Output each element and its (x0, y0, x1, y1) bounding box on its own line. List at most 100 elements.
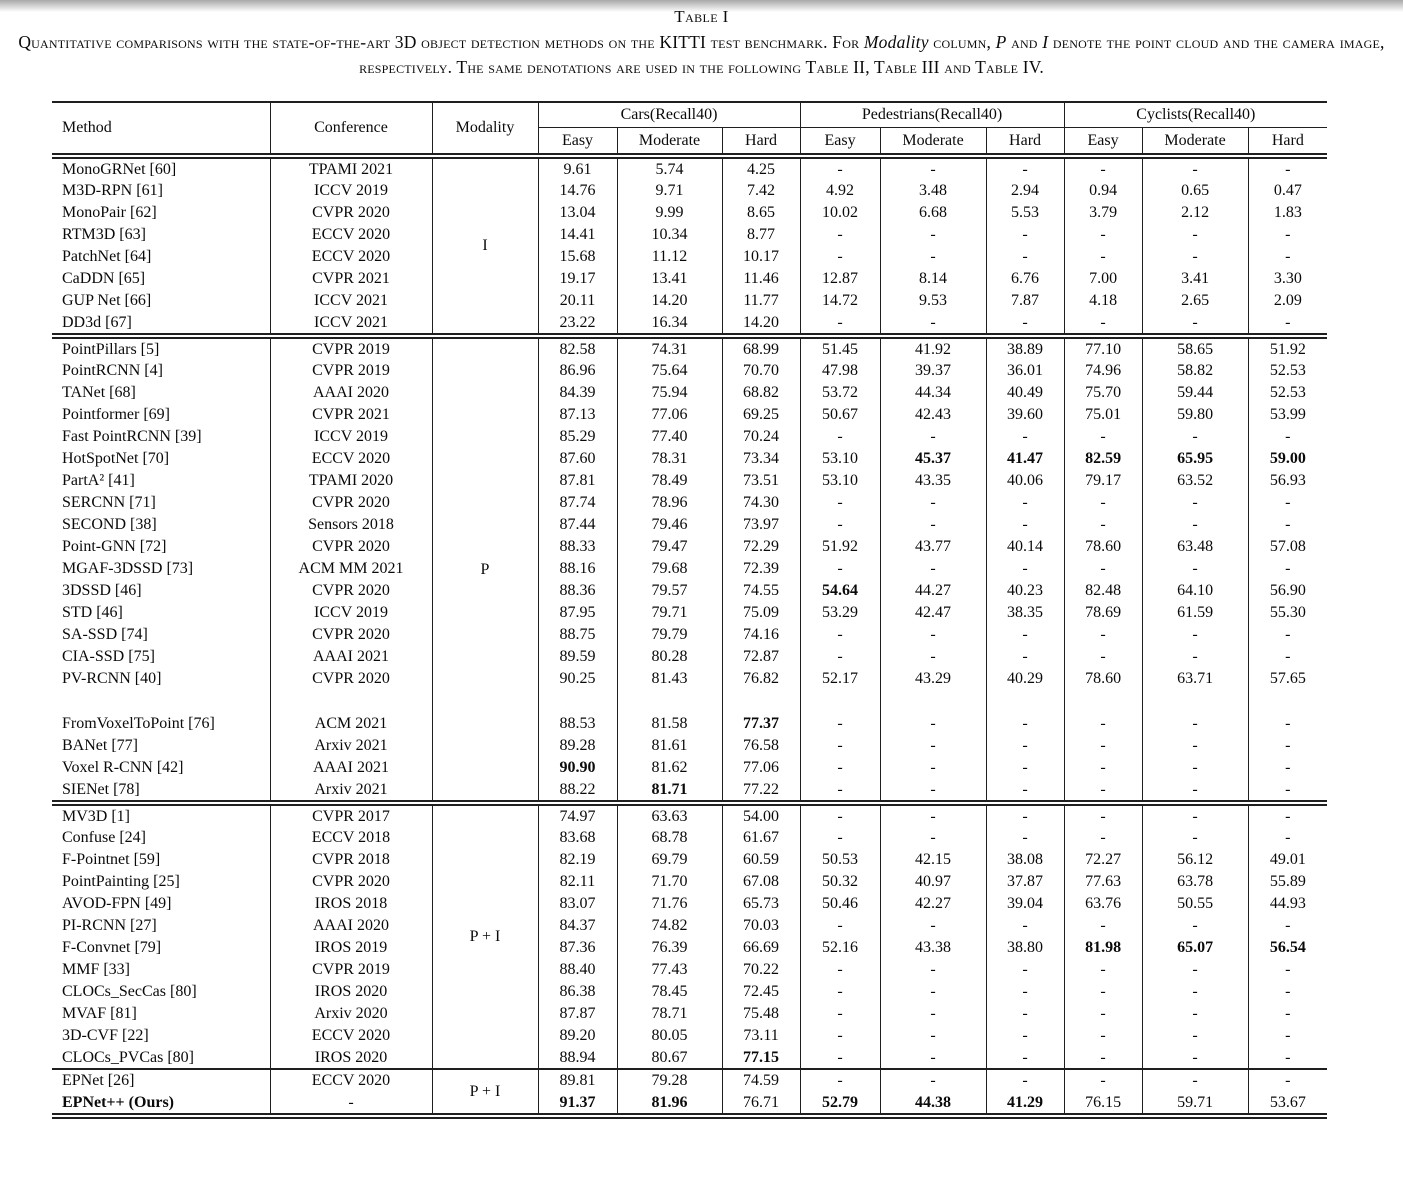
value-cell: - (799, 558, 881, 580)
method-cell: SIENet [78] (62, 780, 140, 798)
value-cell: - (1247, 735, 1328, 757)
table-row: FromVoxelToPoint [76] ACM 2021 88.53 81.58 7… (52, 713, 1328, 735)
value-cell: - (1247, 514, 1328, 536)
conference-cell: CVPR 2019 (269, 360, 432, 382)
method-cell: MGAF-3DSSD [73] (62, 560, 194, 577)
conference-cell: CVPR 2020 (269, 536, 432, 558)
rule-line (52, 800, 1328, 806)
rule-line (52, 1113, 1328, 1119)
value-cell: 66.69 (721, 937, 801, 959)
table-row: SERCNN [71] CVPR 2020 87.74 78.96 74.30- - - - -… (52, 492, 1328, 514)
value-cell: 82.48 (1063, 580, 1143, 602)
value-cell: 39.60 (985, 404, 1065, 426)
value-cell: 78.49 (616, 470, 722, 492)
value-cell: 70.24 (721, 426, 801, 448)
value-cell: - (799, 224, 881, 246)
value-cell: - (1063, 514, 1143, 536)
table-row: CLOCs_PVCas [80] IROS 2020 88.94 80.67 77.15… (52, 1047, 1328, 1069)
value-cell: 86.96 (537, 360, 617, 382)
table-row: Voxel R-CNN [42] AAAI 2021 90.90 81.62 77.06… (52, 757, 1328, 779)
value-cell: - (1063, 492, 1143, 514)
value-cell: 2.09 (1247, 290, 1328, 312)
value-cell: - (1247, 246, 1328, 268)
value-cell: 49.01 (1247, 849, 1328, 871)
value-cell: - (1141, 558, 1249, 580)
value-cell: 84.39 (537, 382, 617, 404)
conference-cell: CVPR 2020 (269, 492, 432, 514)
value-cell: 3.48 (879, 180, 987, 202)
value-cell: 88.16 (537, 558, 617, 580)
value-cell: 78.69 (1063, 602, 1143, 624)
value-cell: 80.05 (616, 1025, 722, 1047)
value-cell: 42.27 (879, 893, 987, 915)
conference-cell: - (269, 1092, 432, 1114)
method-cell: MonoGRNet [60] (62, 160, 177, 178)
value-cell: 52.17 (799, 668, 881, 690)
value-cell: 11.46 (721, 268, 801, 290)
table-row: EPNet [26] ECCV 2020 P + I 89.81 79.28 74.59-… (52, 1070, 1328, 1114)
value-cell: 70.22 (721, 959, 801, 981)
method-cell: SERCNN [71] (62, 494, 156, 511)
value-cell: - (985, 735, 1065, 757)
sub-header-cyc-moderate: Moderate (1141, 127, 1249, 154)
value-cell: 77.10 (1063, 338, 1143, 360)
value-cell: 59.00 (1247, 448, 1328, 470)
value-cell: 76.71 (721, 1092, 801, 1114)
value-cell: 86.38 (537, 981, 617, 1003)
value-cell: - (799, 757, 881, 779)
value-cell: - (985, 915, 1065, 937)
value-cell: - (1063, 224, 1143, 246)
value-cell: 73.97 (721, 514, 801, 536)
value-cell: 72.29 (721, 536, 801, 558)
value-cell: - (1063, 981, 1143, 1003)
value-cell: - (1141, 224, 1249, 246)
method-cell: PI-RCNN [27] (62, 917, 157, 934)
value-cell: - (1247, 492, 1328, 514)
value-cell: 90.25 (537, 668, 617, 690)
spacer-cell (1063, 690, 1143, 713)
value-cell: 59.80 (1141, 404, 1249, 426)
value-cell: 10.34 (616, 224, 722, 246)
value-cell: 63.52 (1141, 470, 1249, 492)
table-row: HotSpotNet [70] ECCV 2020 87.60 78.31 73.34 5… (52, 448, 1328, 470)
value-cell: 40.23 (985, 580, 1065, 602)
value-cell: 36.01 (985, 360, 1065, 382)
conference-cell: IROS 2020 (269, 981, 432, 1003)
value-cell: 38.89 (985, 338, 1065, 360)
value-cell: - (799, 959, 881, 981)
value-cell: 50.32 (799, 871, 881, 893)
value-cell: 82.19 (537, 849, 617, 871)
value-cell: 54.00 (721, 805, 801, 827)
value-cell: - (1141, 1070, 1249, 1092)
value-cell: 40.29 (985, 668, 1065, 690)
value-cell: 38.80 (985, 937, 1065, 959)
value-cell: - (799, 492, 881, 514)
value-cell: 51.45 (799, 338, 881, 360)
value-cell: 72.87 (721, 646, 801, 668)
value-cell: - (799, 735, 881, 757)
value-cell: 71.70 (616, 871, 722, 893)
value-cell: - (1141, 805, 1249, 827)
table-row: MGAF-3DSSD [73] ACM MM 2021 88.16 79.68 72.3… (52, 558, 1328, 580)
value-cell: 68.99 (721, 338, 801, 360)
value-cell: - (799, 514, 881, 536)
value-cell: 89.81 (537, 1070, 617, 1092)
value-cell: - (799, 1070, 881, 1092)
modality-cell: P + I (431, 805, 538, 1069)
value-cell: 75.64 (616, 360, 722, 382)
value-cell: 0.47 (1247, 180, 1328, 202)
value-cell: - (879, 713, 987, 735)
value-cell: 12.87 (799, 268, 881, 290)
value-cell: - (1141, 713, 1249, 735)
value-cell: - (879, 426, 987, 448)
value-cell: 75.09 (721, 602, 801, 624)
value-cell: 89.28 (537, 735, 617, 757)
conference-cell: CVPR 2019 (269, 959, 432, 981)
value-cell: 56.93 (1247, 470, 1328, 492)
conference-cell: CVPR 2020 (269, 580, 432, 602)
value-cell: - (799, 805, 881, 827)
table-caption-block: Table I Quantitative comparisons with th… (0, 0, 1403, 80)
value-cell: 44.27 (879, 580, 987, 602)
table-row: MMF [33] CVPR 2019 88.40 77.43 70.22- - - - - - (52, 959, 1328, 981)
value-cell: - (1247, 1025, 1328, 1047)
